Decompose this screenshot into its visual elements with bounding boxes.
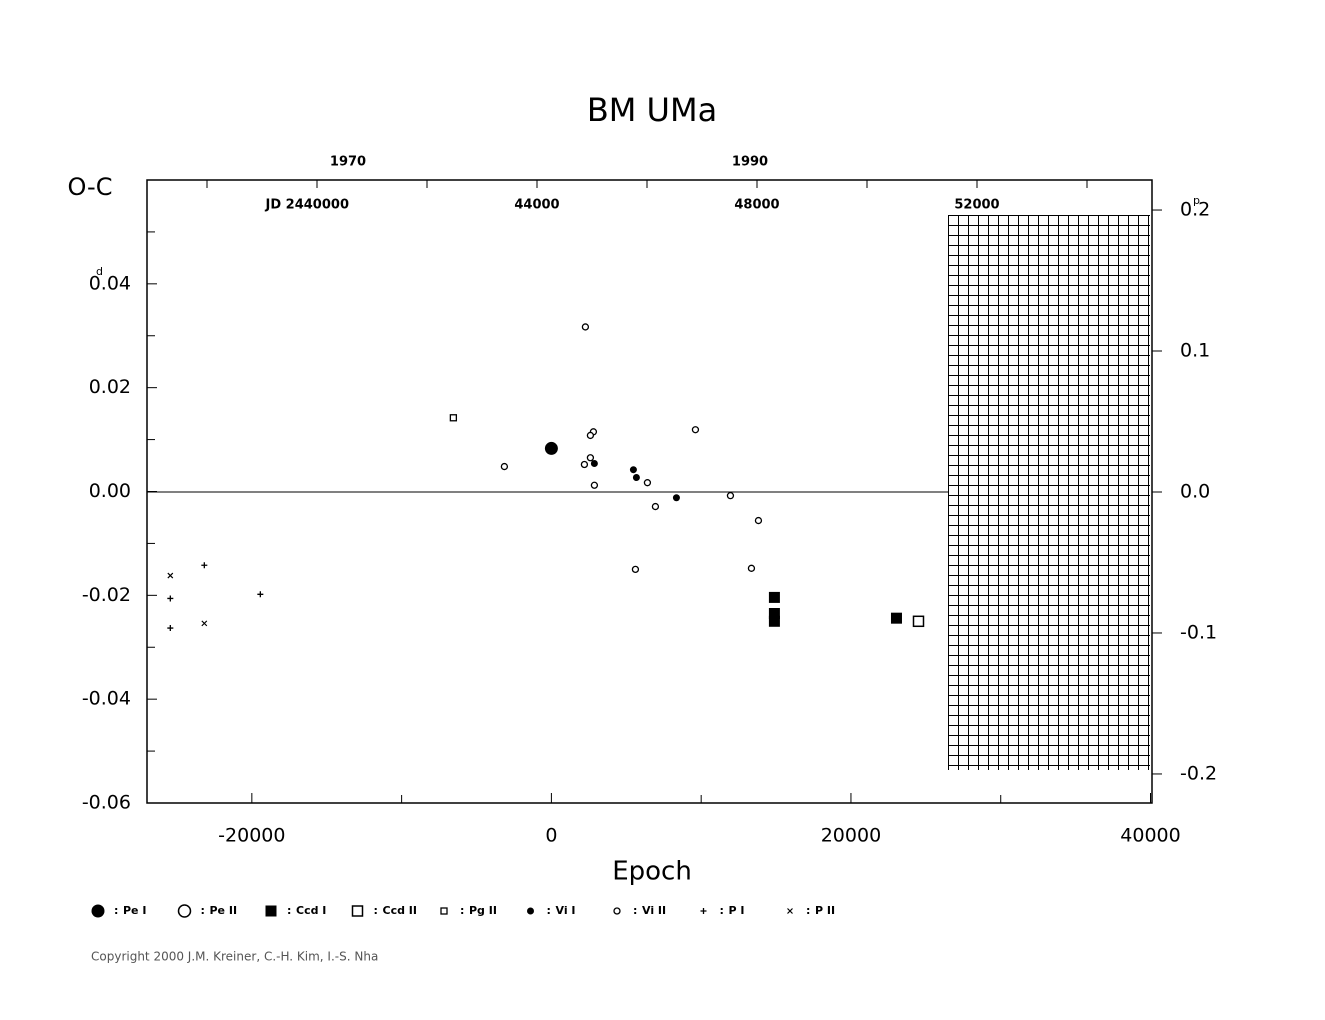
legend-separator: : [374,904,378,917]
future-hatch [948,215,1150,770]
legend-label: Vi I [556,904,576,917]
jd-label: JD 2440000 [265,198,349,213]
point [581,323,590,331]
legend-marker [177,904,192,918]
legend-label: Vi II [642,904,666,917]
legend-marker [265,905,277,917]
point [580,460,589,469]
legend-marker [91,904,105,918]
point [586,454,595,462]
point [544,441,558,455]
year-label: 1970 [330,155,366,170]
x-tick-label: 40000 [1120,825,1180,847]
y-axis-label: O-C [68,173,113,201]
y2-tick-label: -0.2 [1180,762,1217,784]
point [643,479,652,487]
y-unit: d [96,265,103,278]
legend-separator: : [720,904,724,917]
y-tick-label: 0.04 [89,272,131,294]
legend-separator: : [806,904,810,917]
chart-title: BM UMa [587,91,717,129]
point [500,462,509,471]
y-tick-label: 0.02 [89,376,131,398]
point [912,615,925,628]
jd-label: 44000 [514,198,559,213]
point [449,414,458,422]
copyright: Copyright 2000 J.M. Kreiner, C.-H. Kim, … [91,950,378,964]
point [691,426,700,434]
point [768,591,780,603]
y2-unit: p [1193,194,1200,207]
legend-label: P I [729,904,745,917]
legend-marker [700,908,707,914]
y2-tick-label: -0.1 [1180,621,1217,643]
point [651,502,660,511]
point [631,565,640,574]
point [201,562,208,569]
y2-tick-label: 0.2 [1180,199,1210,221]
y-tick-label: 0.00 [89,480,131,502]
point [201,620,208,627]
point [167,595,174,602]
legend-label: Ccd II [383,904,417,917]
legend-label: Pe I [123,904,146,917]
point [629,466,637,474]
legend-separator: : [460,904,464,917]
x-axis-label: Epoch [612,857,692,887]
point [167,625,174,632]
point [726,492,735,500]
legend-label: Pg II [469,904,497,917]
legend-separator: : [547,904,551,917]
point [586,431,595,440]
point [590,481,599,489]
x-tick-label: -20000 [218,825,285,847]
legend-label: Ccd I [296,904,326,917]
point [672,494,680,502]
point [890,612,902,624]
legend-separator: : [287,904,291,917]
jd-label: 52000 [954,198,999,213]
y2-tick-label: 0.1 [1180,340,1210,362]
point [632,473,640,481]
y-tick-label: -0.06 [82,792,131,814]
point [768,608,780,620]
year-label: 1990 [732,155,768,170]
legend-separator: : [633,904,637,917]
legend-separator: : [201,904,205,917]
y2-tick-label: 0.0 [1180,480,1210,502]
y-tick-label: -0.04 [82,688,131,710]
point [747,564,756,572]
legend-marker [527,907,534,915]
legend-marker [613,907,621,915]
y-tick-label: -0.02 [82,584,131,606]
legend-marker [787,908,793,914]
point [257,591,264,598]
x-tick-label: 20000 [821,825,881,847]
legend-label: Pe II [210,904,238,917]
point [754,516,763,525]
x-tick-label: 0 [545,825,557,847]
point [768,615,780,627]
jd-label: 48000 [734,198,779,213]
legend-marker [351,905,364,917]
point [590,459,598,467]
legend-label: P II [815,904,835,917]
legend-separator: : [114,904,118,917]
legend-marker [440,907,448,915]
point [167,572,174,579]
